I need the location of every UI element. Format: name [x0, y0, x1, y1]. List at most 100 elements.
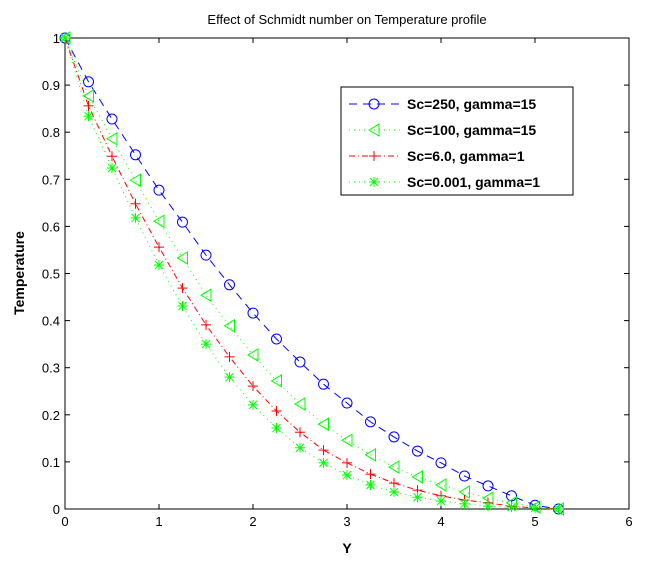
data-point [107, 151, 117, 162]
data-point [82, 89, 94, 103]
data-point [389, 487, 399, 498]
data-point [435, 457, 447, 469]
data-point [411, 470, 423, 484]
data-point [459, 470, 470, 482]
data-point [318, 457, 329, 468]
legend-marker [368, 123, 380, 137]
series-line [64, 37, 559, 510]
data-point [317, 417, 329, 432]
data-point [365, 469, 376, 480]
data-point [130, 198, 141, 209]
series-line [64, 37, 559, 510]
data-point [530, 503, 540, 514]
data-point [482, 480, 494, 492]
data-point [458, 485, 470, 499]
legend-label: Sc=6.0, gamma=1 [407, 148, 525, 164]
chart-title: Effect of Schmidt number on Temperature … [207, 12, 486, 27]
data-point [553, 504, 564, 514]
x-tick-label: 4 [437, 514, 444, 529]
data-point [153, 184, 165, 196]
data-point [365, 416, 376, 428]
data-point [247, 307, 259, 319]
data-point [60, 33, 70, 43]
data-point [248, 381, 258, 392]
legend-item: Sc=0.001, gamma=1 [349, 174, 540, 190]
data-point [107, 162, 117, 173]
data-point [412, 445, 423, 457]
data-point [436, 495, 446, 506]
data-point [270, 374, 282, 388]
legend-item: Sc=100, gamma=15 [349, 122, 536, 138]
data-point [389, 478, 399, 489]
legend-marker [369, 151, 379, 161]
data-point [224, 351, 235, 362]
data-point [223, 318, 235, 333]
data-point [506, 490, 517, 502]
data-point [341, 433, 353, 448]
y-tick-label: 0.3 [42, 361, 60, 376]
data-point [483, 501, 493, 512]
data-point [201, 319, 211, 330]
data-point [412, 492, 423, 503]
y-tick-label: 0.5 [42, 267, 60, 282]
x-tick-label: 1 [155, 514, 162, 529]
y-tick-label: 0 [53, 502, 60, 517]
data-point [201, 339, 211, 350]
data-point [271, 333, 282, 345]
legend: Sc=250, gamma=15 Sc=100, gamma=15 Sc=6.0, … [340, 86, 574, 196]
data-point [459, 498, 470, 509]
data-point [200, 288, 212, 303]
legend-item: Sc=250, gamma=15 [349, 96, 536, 112]
x-tick-label: 3 [343, 514, 350, 529]
data-point [365, 479, 376, 490]
data-point [153, 214, 165, 229]
legend-marker [368, 98, 380, 110]
data-point [130, 149, 141, 161]
series-line [64, 37, 559, 510]
data-point [364, 447, 376, 462]
data-point [83, 111, 94, 122]
legend-item: Sc=6.0, gamma=1 [349, 148, 525, 164]
data-point [248, 399, 258, 410]
y-axis-label: Temperature [11, 231, 27, 315]
data-point [341, 397, 353, 409]
y-tick-label: 0.4 [42, 314, 60, 329]
legend-marker [369, 177, 379, 187]
data-point [318, 378, 329, 390]
data-point [295, 427, 305, 438]
data-point [130, 212, 141, 223]
data-point [177, 216, 188, 228]
data-point [342, 470, 352, 481]
series-4 [60, 33, 564, 514]
x-tick-label: 5 [531, 514, 538, 529]
x-tick-label: 0 [61, 514, 68, 529]
data-point [247, 348, 259, 362]
data-point [294, 397, 306, 411]
y-tick-label: 1 [53, 31, 60, 46]
y-tick-label: 0.6 [42, 219, 60, 234]
legend-label: Sc=250, gamma=15 [407, 96, 536, 112]
data-point [294, 356, 306, 368]
y-tick-label: 0.2 [42, 408, 60, 423]
data-point [154, 242, 164, 253]
data-point [342, 457, 352, 468]
y-tick-label: 0.1 [42, 455, 60, 470]
data-point [176, 251, 188, 265]
data-point [106, 131, 118, 146]
data-point [271, 406, 282, 417]
data-point [177, 283, 188, 294]
data-point [83, 76, 94, 88]
data-point [106, 113, 118, 125]
data-point [177, 300, 188, 311]
data-point [224, 372, 235, 383]
y-tick-label: 0.9 [42, 78, 60, 93]
data-point [388, 431, 400, 443]
data-point [295, 442, 305, 453]
data-point [271, 422, 282, 433]
data-point [435, 478, 447, 492]
x-axis-label: Y [342, 540, 352, 556]
legend-label: Sc=100, gamma=15 [407, 122, 536, 138]
x-tick-label: 6 [625, 514, 632, 529]
data-point [154, 260, 164, 271]
